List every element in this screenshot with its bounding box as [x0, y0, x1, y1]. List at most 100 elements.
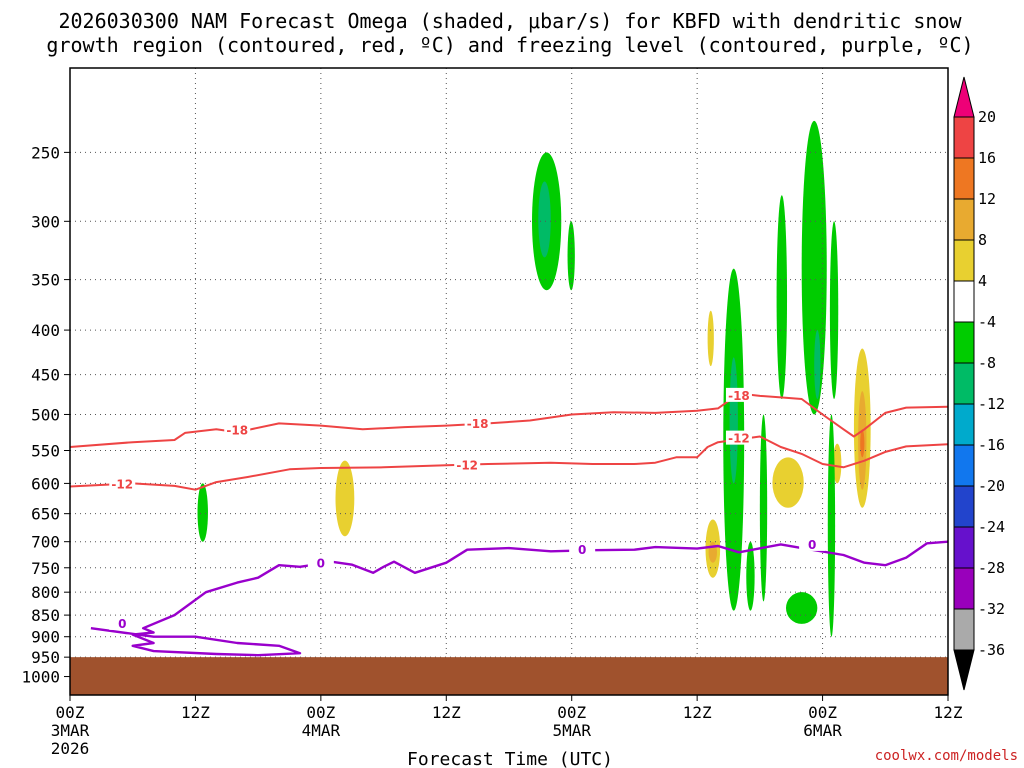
- colorbar-label: 20: [978, 108, 996, 126]
- colorbar-label: 8: [978, 231, 987, 249]
- contour-label-background: [224, 422, 251, 437]
- plot-frame: [69, 67, 949, 696]
- omega-region: [860, 429, 865, 458]
- title-line-1: 2026030300 NAM Forecast Omega (shaded, μ…: [58, 9, 962, 33]
- colorbar-swatch: [953, 239, 975, 282]
- omega-region: [746, 541, 755, 611]
- y-tick-label: 900: [31, 628, 60, 647]
- colorbar-label: -16: [978, 436, 1005, 454]
- y-tick-label: 1000: [21, 668, 60, 687]
- x-tick-label: 00Z: [56, 703, 85, 722]
- contour-label: 0: [118, 617, 126, 631]
- y-tick-label: 550: [31, 442, 60, 461]
- contour-label-background: [109, 615, 136, 630]
- contour-label-background: [725, 387, 752, 402]
- omega-shading-layer: [197, 120, 871, 637]
- credit-text: coolwx.com/models: [875, 748, 1018, 764]
- colorbar-label: -4: [978, 313, 996, 331]
- x-tick-label: 12Z: [683, 703, 712, 722]
- contour-label: -18: [467, 417, 489, 431]
- ground-surface: [70, 657, 948, 695]
- colorbar-label: 4: [978, 272, 987, 290]
- omega-region: [567, 221, 575, 291]
- omega-region: [707, 310, 714, 367]
- contour-label-background: [725, 430, 752, 445]
- colorbar-swatch: [953, 280, 975, 323]
- contour-label-background: [569, 542, 596, 557]
- title-line-2: growth region (contoured, red, ºC) and f…: [46, 33, 973, 57]
- y-tick-label: 800: [31, 583, 60, 602]
- colorbar-swatch: [953, 608, 975, 651]
- colorbar-label: 16: [978, 149, 996, 167]
- omega-region: [829, 221, 839, 400]
- contour-label-background: [307, 555, 334, 570]
- colorbar-swatch: [953, 567, 975, 610]
- colorbar-swatch: [953, 198, 975, 241]
- contour-label: 0: [317, 557, 325, 571]
- x-tick-label: 12Z: [432, 703, 461, 722]
- omega-region: [776, 195, 788, 400]
- contour-label: 0: [808, 538, 816, 552]
- omega-region: [785, 592, 818, 624]
- colorbar-bottom-arrow: [953, 649, 975, 691]
- y-tick-label: 400: [31, 321, 60, 340]
- y-axis: 250 300 350 400 450 500 550 600 650 700 750 800 850 9…: [21, 143, 70, 687]
- omega-region: [801, 120, 827, 415]
- x-tick-label: 00Z: [557, 703, 586, 722]
- contour-label-background: [454, 457, 481, 472]
- freezing-level-contour: [90, 540, 949, 657]
- x-tick-label: 00Z: [306, 703, 335, 722]
- colorbar-swatch: [953, 157, 975, 200]
- y-tick-label: 350: [31, 271, 60, 290]
- x-axis-label: Forecast Time (UTC): [407, 749, 613, 768]
- colorbar-label: -36: [978, 641, 1005, 659]
- omega-colorbar: 20 16 12 8 4 -4 -8 -12 -16 -20 -24 -28 -32 -36: [953, 76, 1005, 691]
- y-tick-label: 300: [31, 212, 60, 231]
- colorbar-swatch: [953, 403, 975, 446]
- contour-layer: -18 -18 -18 -12 -12 -12 0 0 0 0: [69, 387, 949, 657]
- x-tick-date: 3MAR: [51, 721, 90, 740]
- omega-region: [772, 457, 804, 508]
- omega-region: [729, 357, 738, 484]
- y-tick-label: 250: [31, 143, 60, 162]
- y-tick-label: 700: [31, 533, 60, 552]
- x-tick-label: 12Z: [181, 703, 210, 722]
- colorbar-swatch: [953, 485, 975, 528]
- omega-region: [827, 414, 836, 637]
- colorbar-swatch: [953, 116, 975, 159]
- omega-region: [538, 181, 551, 258]
- omega-region: [759, 414, 768, 602]
- colorbar-label: 12: [978, 190, 996, 208]
- contour-label: 0: [578, 543, 586, 557]
- colorbar-label: -24: [978, 518, 1005, 536]
- colorbar-swatch: [953, 321, 975, 364]
- omega-region: [814, 330, 821, 400]
- colorbar-swatch: [953, 526, 975, 569]
- y-tick-label: 450: [31, 366, 60, 385]
- contour-label-background: [464, 416, 491, 431]
- y-tick-label: 850: [31, 606, 60, 625]
- x-tick-label: 00Z: [808, 703, 837, 722]
- contour-label: -12: [456, 458, 478, 472]
- omega-region: [833, 443, 842, 484]
- colorbar-label: -32: [978, 600, 1005, 618]
- colorbar-label: -8: [978, 354, 996, 372]
- colorbar-swatch: [953, 444, 975, 487]
- omega-region: [335, 460, 355, 537]
- y-tick-label: 600: [31, 474, 60, 493]
- colorbar-label: -20: [978, 477, 1005, 495]
- contour-label: -18: [728, 389, 750, 403]
- colorbar-label: -12: [978, 395, 1005, 413]
- x-tick-date: 4MAR: [302, 721, 341, 740]
- x-tick-year: 2026: [51, 739, 90, 758]
- plot-background: [70, 68, 948, 695]
- contour-label: -12: [728, 432, 750, 446]
- colorbar-swatch: [953, 362, 975, 405]
- x-tick-date: 5MAR: [552, 721, 591, 740]
- x-tick-label: 12Z: [934, 703, 963, 722]
- x-tick-date: 6MAR: [803, 721, 842, 740]
- y-tick-label: 650: [31, 505, 60, 524]
- contour-label-background: [799, 536, 826, 551]
- plot-area: -18 -18 -18 -12 -12 -12 0 0 0 0: [69, 67, 949, 696]
